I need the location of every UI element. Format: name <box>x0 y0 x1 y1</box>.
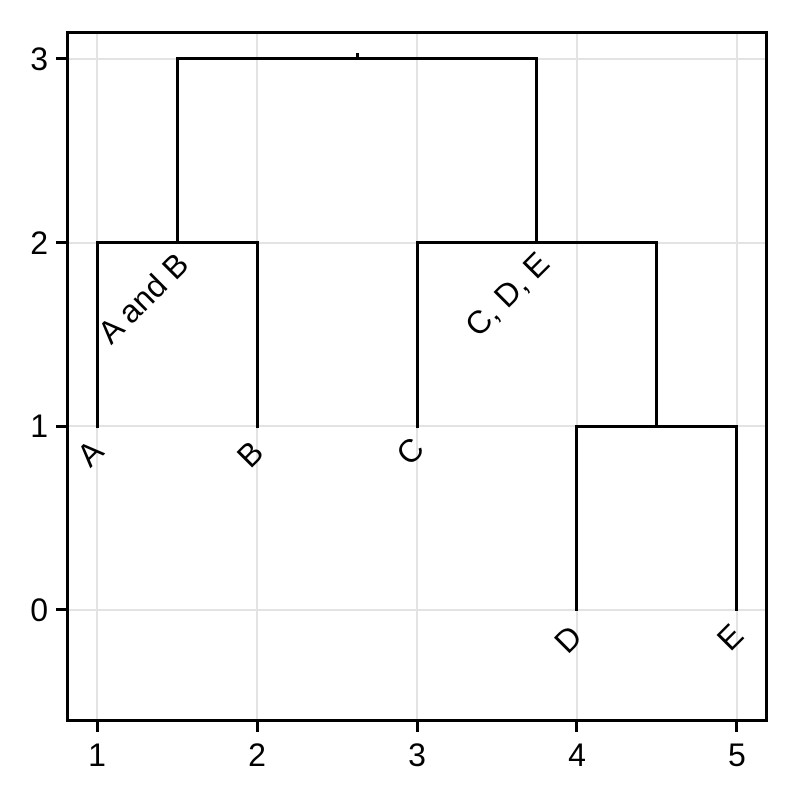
grid-line-vertical <box>575 31 578 722</box>
dendrogram-segment <box>415 241 419 428</box>
y-tick-label: 0 <box>30 591 48 628</box>
grid-line-vertical <box>735 31 738 722</box>
dendrogram-segment <box>735 424 739 612</box>
y-axis-tick <box>56 608 66 612</box>
x-axis-tick <box>415 722 419 732</box>
y-tick-label: 2 <box>30 224 48 261</box>
y-axis-tick <box>56 424 66 428</box>
x-axis-tick <box>575 722 579 732</box>
dendrogram-segment <box>255 241 259 428</box>
y-axis-tick <box>56 57 66 61</box>
dendrogram-segment <box>95 241 99 428</box>
x-axis-tick <box>95 722 99 732</box>
dendrogram-segment <box>355 52 359 61</box>
dendrogram-segment <box>175 57 179 245</box>
x-tick-label: 5 <box>728 737 746 773</box>
x-tick-label: 1 <box>88 737 106 773</box>
x-axis-tick <box>735 722 739 732</box>
x-tick-label: 4 <box>568 737 586 773</box>
dendrogram-layer <box>66 31 768 722</box>
x-tick-label: 2 <box>248 737 266 773</box>
dendrogram-segment <box>535 57 539 245</box>
x-axis-tick <box>255 722 259 732</box>
y-tick-label: 1 <box>30 408 48 445</box>
plot-frame <box>66 31 768 722</box>
grid-line-horizontal <box>66 608 768 611</box>
x-tick-label: 3 <box>408 737 426 773</box>
y-axis-tick <box>56 241 66 245</box>
dendrogram-segment <box>575 424 579 612</box>
dendrogram-segment <box>655 241 659 428</box>
y-tick-label: 3 <box>30 40 48 77</box>
